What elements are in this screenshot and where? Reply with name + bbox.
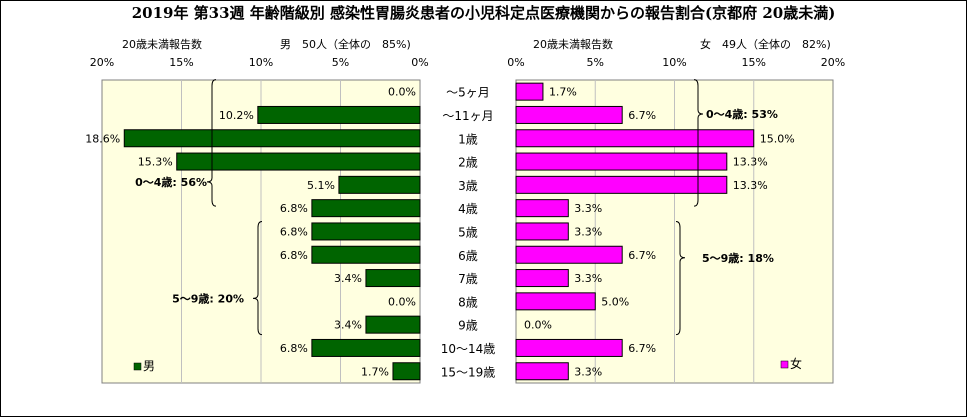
female-bar [515,175,728,194]
female-data-label: 1.7% [549,86,577,99]
male-0-4-bracket [206,79,217,207]
female-0-4-annotation: 0～4歳: 53% [706,107,778,121]
male-bar [365,315,421,334]
male-bar [392,362,421,381]
female-axis-tick: 0% [507,56,524,69]
male-bar [123,129,421,148]
male-axis-tick: 10% [249,56,273,69]
female-legend-swatch [780,360,789,369]
male-data-label: 3.4% [334,272,362,285]
female-data-label: 5.0% [601,295,629,308]
male-data-label: 6.8% [280,202,308,215]
female-bar [515,338,623,357]
female-bar [515,269,569,288]
female-summary: 女 49人（全体の 82%) [700,38,831,51]
male-bar [176,152,421,171]
male-5-9-annotation: 5～9歳: 20% [172,291,244,305]
female-bar [515,129,755,148]
male-data-label: 6.8% [280,249,308,262]
female-data-label: 0.0% [524,319,552,332]
female-bar [515,222,569,241]
female-bar [515,199,569,218]
male-data-label: 18.6% [85,132,120,145]
female-data-label: 15.0% [760,132,795,145]
male-axis-tick: 20% [90,56,114,69]
age-category-label: 10～14歳 [441,342,496,356]
female-data-label: 3.3% [574,272,602,285]
male-data-label: 3.4% [334,319,362,332]
male-0-4-annotation: 0～4歳: 56% [135,175,207,189]
age-category-label: 9歳 [458,319,478,333]
male-data-label: 6.8% [280,225,308,238]
female-5-9-bracket [675,220,686,336]
male-bar [365,269,421,288]
female-count-label: 20歳未満報告数 [533,38,613,51]
female-data-label: 6.7% [628,342,656,355]
age-category-label: 2歳 [458,156,478,170]
male-legend-swatch [133,362,142,371]
male-axis-tick: 15% [169,56,193,69]
female-0-4-bracket [693,79,704,207]
male-count-label: 20歳未満報告数 [122,38,202,51]
female-bar [515,152,728,171]
male-bar [338,175,421,194]
age-category-label: 5歳 [458,225,478,239]
male-data-label: 1.7% [361,365,389,378]
female-bar [515,362,569,381]
female-data-label: 3.3% [574,225,602,238]
male-bar [311,222,421,241]
male-bar [257,105,421,124]
male-legend-label: 男 [143,359,155,373]
age-category-label: 4歳 [458,202,478,216]
age-category-label: 3歳 [458,179,478,193]
female-data-label: 3.3% [574,365,602,378]
female-5-9-annotation: 5～9歳: 18% [702,251,774,265]
male-bar [311,245,421,264]
male-bar [311,338,421,357]
age-category-label: 7歳 [458,272,478,286]
female-bar [515,82,544,101]
female-data-label: 13.3% [733,179,768,192]
female-axis-tick: 5% [587,56,604,69]
female-data-label: 13.3% [733,156,768,169]
male-summary: 男 50人（全体の 85%) [280,38,411,51]
age-category-label: 1歳 [458,132,478,146]
age-category-label: ～11ヶ月 [442,109,493,123]
female-data-label: 3.3% [574,202,602,215]
female-axis-tick: 15% [742,56,766,69]
female-axis-tick: 10% [662,56,686,69]
female-axis-tick: 20% [821,56,845,69]
male-data-label: 0.0% [388,86,416,99]
male-5-9-bracket [252,220,263,336]
male-data-label: 5.1% [307,179,335,192]
male-axis-tick: 5% [332,56,349,69]
male-data-label: 0.0% [388,295,416,308]
female-bar [515,245,623,264]
male-axis-tick: 0% [411,56,428,69]
age-category-label: 15～19歳 [441,365,496,379]
male-bar [311,199,421,218]
age-category-label: ～5ヶ月 [446,86,490,100]
male-data-label: 10.2% [219,109,254,122]
female-bar [515,105,623,124]
female-data-label: 6.7% [628,249,656,262]
female-bar [515,292,596,311]
age-category-label: 6歳 [458,249,478,263]
age-category-label: 8歳 [458,295,478,309]
female-legend-label: 女 [790,356,802,371]
chart-title: 2019年 第33週 年齢階級別 感染性胃腸炎患者の小児科定点医療機関からの報告… [131,4,836,22]
male-data-label: 15.3% [138,156,173,169]
male-data-label: 6.8% [280,342,308,355]
female-data-label: 6.7% [628,109,656,122]
